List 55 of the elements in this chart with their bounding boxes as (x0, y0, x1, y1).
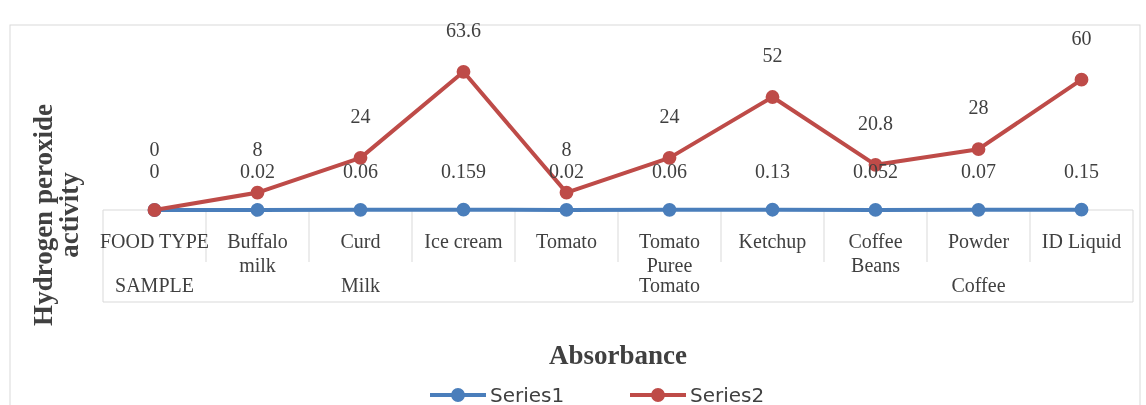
data-label: 0.06 (652, 160, 687, 182)
x-tick-label: ID Liquid (1041, 230, 1122, 253)
text: Coffee (951, 274, 1006, 296)
data-label: 60 (1071, 26, 1092, 49)
point (1074, 72, 1089, 87)
point (662, 202, 677, 217)
data-label: 24 (659, 104, 680, 127)
x-tick-label: Tomato Puree (639, 230, 700, 276)
x-tick-label: Powder (947, 230, 1010, 252)
data-label: 0.07 (961, 160, 996, 182)
x-tick-label: Curd (340, 230, 381, 252)
point (765, 90, 780, 104)
point (971, 142, 986, 157)
y-axis-title: Hydrogen peroxide activity (28, 104, 84, 326)
x-tick-label: Buffalo milk (227, 230, 288, 276)
point (662, 150, 677, 165)
x-tick-label: Ice cream (424, 230, 504, 252)
data-label: 8 (252, 138, 263, 160)
point (353, 150, 368, 165)
data-label: 0.159 (441, 160, 486, 182)
point (559, 203, 574, 217)
x-tick-label: FOOD TYPE (99, 230, 210, 252)
data-label: 20.8 (858, 111, 893, 134)
data-label: 63.6 (446, 18, 481, 41)
point (868, 202, 883, 217)
data-label: 52 (762, 44, 783, 67)
point (456, 64, 471, 79)
text: SAMPLE (115, 274, 194, 296)
point (971, 202, 986, 217)
point (456, 202, 471, 217)
data-label: 0.052 (853, 160, 898, 182)
data-label: 28 (968, 96, 989, 119)
data-label: 0.02 (240, 160, 275, 182)
data-label: 8 (561, 138, 572, 160)
data-label: 0.13 (755, 160, 790, 182)
x-axis-title: Absorbance (548, 340, 688, 370)
data-label: 0 (149, 160, 160, 182)
legend-label: Series2 (690, 383, 765, 405)
point (353, 202, 368, 217)
x-tick-label: Tomato (536, 230, 597, 252)
x-tick-label: Coffee Beans (848, 230, 903, 276)
text: Milk (341, 274, 380, 296)
legend-label: Series1 (490, 383, 565, 405)
point (250, 185, 265, 200)
point (250, 203, 265, 217)
data-label: 0 (149, 138, 160, 160)
data-label: 24 (350, 104, 371, 127)
point (765, 202, 780, 217)
point (559, 185, 574, 200)
text: Tomato (639, 274, 700, 296)
data-label: 0.02 (549, 160, 584, 182)
point (1074, 202, 1089, 217)
data-label: 0.06 (343, 160, 378, 182)
x-tick-label: Ketchup (738, 230, 807, 253)
data-label: 0.15 (1064, 160, 1099, 182)
